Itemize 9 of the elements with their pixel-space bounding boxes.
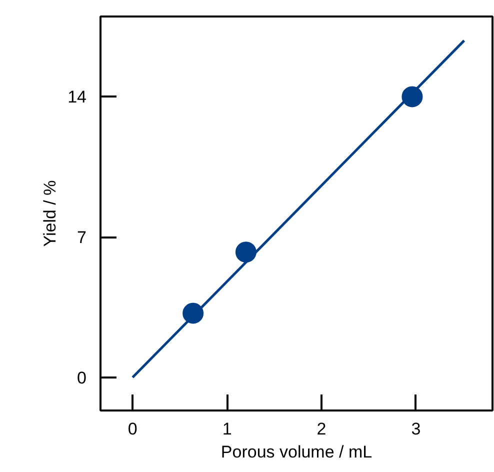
y-tick-label: 14: [68, 88, 87, 107]
y-tick-label: 7: [77, 228, 87, 248]
x-tick-label: 1: [222, 420, 232, 438]
x-tick-label: 2: [316, 420, 326, 438]
y-axis-title: Yield / %: [40, 180, 60, 247]
x-axis-title: Porous volume / mL: [220, 442, 372, 462]
x-tick-label: 0: [128, 420, 138, 438]
x-tick-label: 3: [411, 420, 421, 438]
y-tick-label: 0: [77, 368, 87, 388]
